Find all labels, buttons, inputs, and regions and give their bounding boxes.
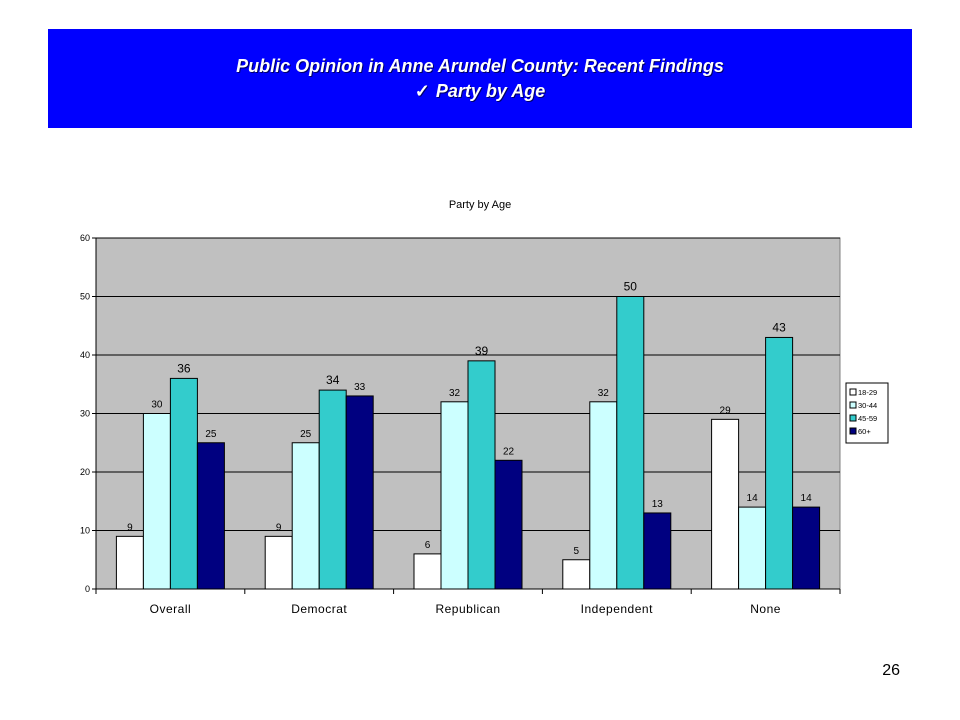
legend-label: 18-29 — [858, 388, 877, 397]
x-tick-label: Democrat — [291, 602, 347, 616]
bar — [169, 377, 198, 590]
data-label: 30 — [151, 400, 163, 411]
slide-subtitle-line: ✓ Party by Age — [48, 81, 912, 102]
data-label: 32 — [449, 388, 461, 399]
bar — [318, 389, 347, 590]
slide-subtitle: Party by Age — [435, 81, 546, 101]
legend-label: 45-59 — [858, 414, 877, 423]
checkmark-icon: ✓ — [414, 81, 430, 101]
bar — [440, 401, 469, 590]
bar — [142, 413, 171, 590]
y-tick-label: 30 — [80, 409, 90, 419]
data-label: 29 — [720, 405, 732, 416]
data-label: 9 — [127, 522, 133, 533]
data-label: 22 — [503, 446, 515, 457]
data-label: 14 — [801, 493, 813, 504]
slide-number: 26 — [882, 662, 900, 679]
bar — [589, 401, 618, 590]
bar — [467, 360, 496, 590]
data-label: 39 — [475, 344, 489, 358]
legend-label: 30-44 — [858, 401, 877, 410]
bar — [711, 418, 740, 590]
y-tick-label: 20 — [80, 467, 90, 477]
y-tick-label: 10 — [80, 526, 90, 536]
x-tick-label: Republican — [435, 602, 500, 616]
title-banner: Public Opinion in Anne Arundel County: R… — [48, 29, 912, 128]
legend-swatch — [849, 401, 857, 409]
legend-swatch — [849, 427, 857, 435]
bar — [616, 296, 645, 590]
x-tick-label: Independent — [581, 602, 653, 616]
data-label: 6 — [425, 540, 431, 551]
slide-title: Public Opinion in Anne Arundel County: R… — [236, 56, 724, 76]
data-label: 25 — [205, 429, 217, 440]
data-label: 13 — [652, 499, 664, 510]
bar — [413, 553, 442, 590]
bar — [792, 506, 821, 590]
bar — [562, 559, 591, 590]
bar — [345, 395, 374, 590]
x-tick-label: Overall — [150, 602, 192, 616]
legend-swatch — [849, 414, 857, 422]
data-label: 25 — [300, 429, 312, 440]
legend-swatch — [849, 388, 857, 396]
x-tick-label: None — [750, 602, 781, 616]
bar — [643, 512, 672, 590]
bar — [494, 459, 523, 590]
bar — [291, 442, 320, 590]
data-label: 33 — [354, 382, 366, 393]
bar — [115, 535, 144, 590]
y-tick-label: 60 — [80, 233, 90, 243]
y-tick-label: 40 — [80, 350, 90, 360]
bar — [264, 535, 293, 590]
bar — [196, 442, 225, 590]
data-label: 43 — [772, 320, 786, 334]
y-tick-label: 50 — [80, 292, 90, 302]
data-label: 5 — [574, 546, 580, 557]
bar — [738, 506, 767, 590]
data-label: 14 — [747, 493, 759, 504]
data-label: 50 — [624, 280, 638, 294]
legend-label: 60+ — [858, 427, 871, 436]
chart-title: Party by Age — [449, 199, 511, 211]
y-tick-label: 0 — [85, 584, 90, 594]
data-label: 9 — [276, 522, 282, 533]
data-label: 34 — [326, 373, 340, 387]
bar — [765, 336, 794, 590]
data-label: 36 — [177, 361, 191, 375]
data-label: 32 — [598, 388, 610, 399]
